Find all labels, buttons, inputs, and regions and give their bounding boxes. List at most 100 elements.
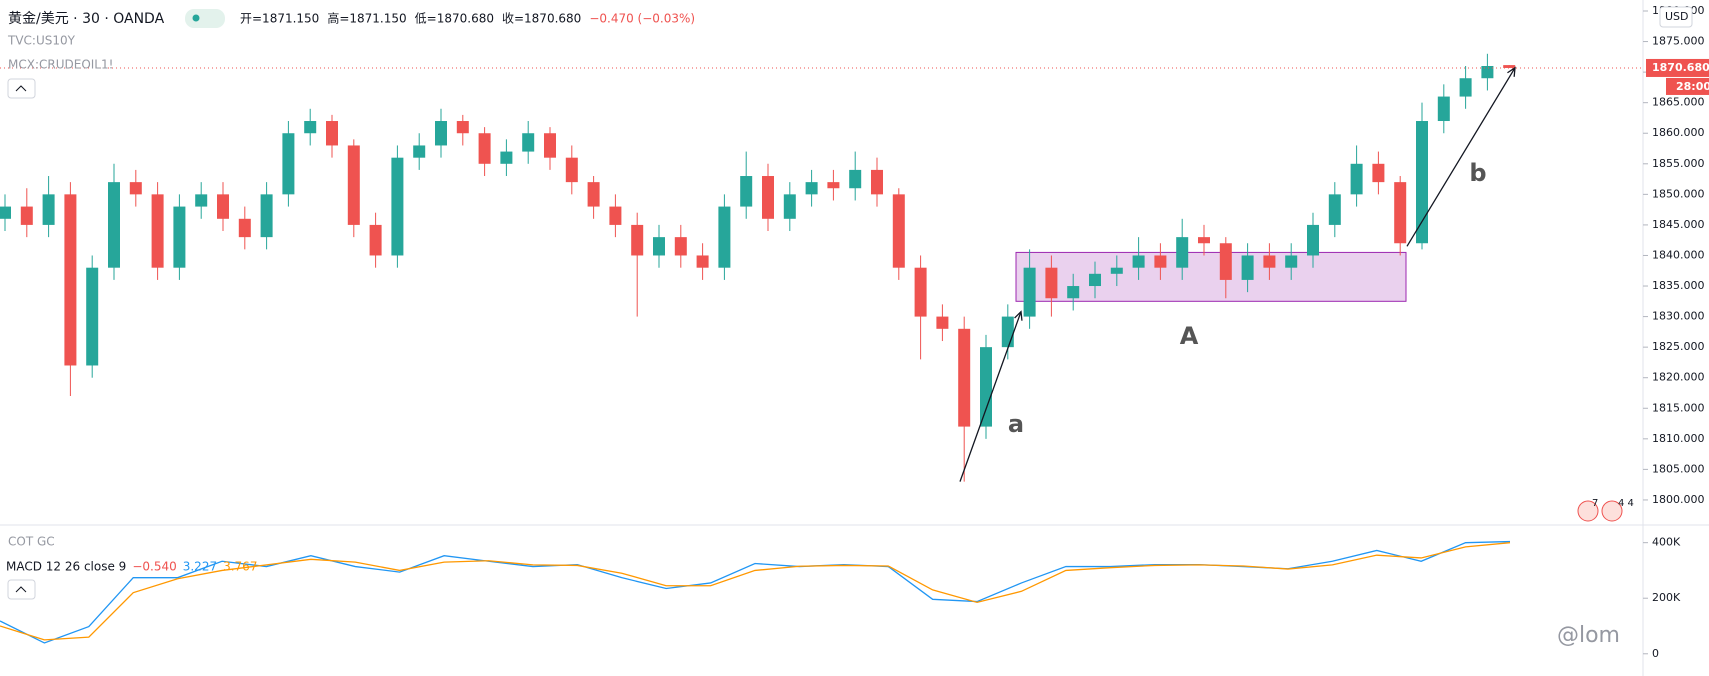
candle-body (1067, 286, 1080, 299)
candle-body (64, 194, 77, 366)
currency-box (1659, 6, 1693, 28)
candle-body (238, 218, 251, 238)
candle-body (435, 121, 447, 146)
candle-body (1437, 96, 1450, 122)
candle-body (304, 121, 317, 134)
y-tick-label: 1830.000 (1652, 310, 1705, 323)
y-tick-label: 1820.000 (1652, 371, 1705, 384)
candle-body (1241, 255, 1254, 280)
candle-body (1132, 255, 1145, 268)
candle-body (1263, 255, 1276, 268)
candle-body (0, 206, 11, 219)
indicator-label: MCX:CRUDEOIL1! (8, 58, 113, 72)
y-tick-label: 1850.000 (1652, 187, 1705, 200)
arrow-head (1014, 310, 1023, 321)
y-tick-label: 1800.000 (1652, 493, 1705, 506)
series-line (0, 542, 1511, 641)
candle-body (129, 182, 142, 195)
candle-body (42, 194, 55, 225)
candle-body (587, 182, 600, 207)
candle-body (151, 194, 164, 268)
ohlc-label: 收=1870.680 (502, 12, 581, 26)
y-tick-label: 1875.000 (1652, 35, 1705, 48)
candle-body (347, 145, 360, 225)
arrow (1406, 67, 1516, 247)
candle-body (20, 206, 33, 225)
y-tick-label: 1840.000 (1652, 248, 1705, 261)
candle-body (1416, 121, 1428, 244)
collapse-button[interactable] (7, 78, 36, 99)
candle-body (1307, 224, 1319, 256)
candle-body (282, 133, 295, 195)
candle-body (1176, 237, 1189, 268)
badge-label: 4 4 (1618, 498, 1634, 509)
candle-body (1350, 163, 1363, 195)
candle-body (1001, 316, 1014, 348)
y-tick-label: 1865.000 (1652, 96, 1705, 109)
candle-body (827, 182, 840, 189)
y-tick-label: 1810.000 (1652, 432, 1705, 445)
arrow (959, 311, 1022, 482)
badge-label: 7 (1592, 498, 1598, 509)
collapse-icon (15, 85, 27, 92)
pane-subtitle: MACD 12 26 close 9 (6, 560, 126, 574)
candle-body (413, 145, 426, 158)
candle-body (914, 267, 927, 317)
candle-body (740, 176, 753, 207)
candle-body (871, 169, 883, 195)
y-tick-label: 1825.000 (1652, 340, 1705, 353)
annotation: a (1008, 410, 1024, 438)
candle-body (326, 121, 338, 146)
candle-body (1394, 182, 1407, 244)
candle-body (1459, 78, 1472, 97)
currency-label[interactable]: USD (1665, 10, 1689, 23)
candle-body (1372, 163, 1385, 183)
status-pill (185, 9, 225, 28)
candle-body (805, 182, 818, 195)
zone-box (1015, 251, 1407, 302)
candle-body (522, 133, 535, 152)
candle-body (674, 237, 687, 256)
annotation: A (1180, 322, 1199, 350)
chart-title: 黄金/美元 · 30 · OANDA (8, 10, 165, 27)
annotation: b (1469, 159, 1486, 187)
candle-body (195, 194, 208, 207)
candle-body (86, 267, 99, 366)
candle-body (217, 194, 229, 219)
candle-body (653, 237, 665, 256)
watermark: @lom (1557, 623, 1620, 648)
y-tick-label: 1860.000 (1652, 126, 1705, 139)
y-tick-label: 1815.000 (1652, 401, 1705, 414)
y-tick-label: 1805.000 (1652, 462, 1705, 475)
ohlc-label: −0.470 (−0.03%) (589, 12, 695, 26)
candle-body (391, 157, 404, 256)
indicator-value: 3.767 (223, 560, 257, 574)
y-tick-label: 1835.000 (1652, 279, 1705, 292)
candle-body (500, 151, 513, 164)
indicator-value: −0.540 (132, 560, 176, 574)
pane-title: COT GC (8, 535, 55, 549)
arrow-head (1507, 66, 1516, 77)
candle-body (1328, 194, 1341, 225)
candle-body (718, 206, 731, 268)
candle-body (849, 169, 862, 189)
badge-icon (1601, 500, 1623, 522)
candle-body (456, 121, 469, 134)
candle-body (783, 194, 796, 219)
price-tag (1646, 58, 1709, 77)
candle-body (1089, 273, 1101, 287)
collapse-button[interactable] (7, 579, 36, 600)
candle-body (1481, 66, 1494, 79)
candle-body (1285, 255, 1298, 268)
collapse-icon (15, 586, 27, 593)
candle-body (1045, 267, 1058, 299)
candle-body (609, 206, 622, 225)
y-tick-label: 400K (1652, 536, 1681, 549)
candle-body (369, 224, 382, 256)
candle-body (544, 133, 556, 158)
y-tick-label: 1855.000 (1652, 157, 1705, 170)
candle-body (1110, 267, 1123, 274)
candle-body (565, 157, 578, 183)
